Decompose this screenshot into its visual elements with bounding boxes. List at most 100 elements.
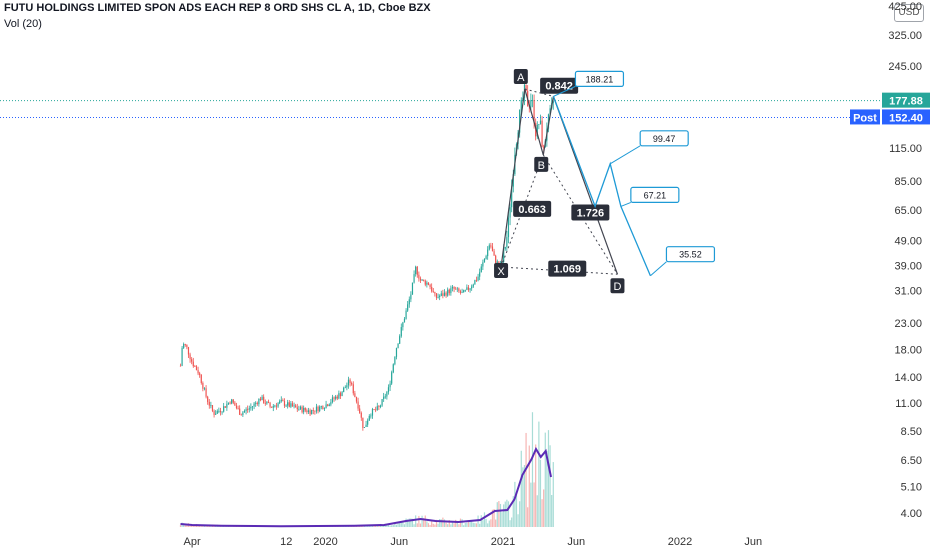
- volume-bar: [367, 526, 369, 527]
- candle-body: [397, 343, 399, 349]
- y-tick-label: 8.50: [901, 426, 922, 438]
- candle-body: [235, 405, 238, 409]
- candle-body: [194, 366, 196, 367]
- candle-body: [387, 387, 390, 393]
- candle-body: [480, 266, 482, 273]
- candle-body: [210, 405, 212, 406]
- price-tag-value: 152.40: [889, 112, 923, 124]
- currency-badge[interactable]: USD: [894, 4, 924, 22]
- candle-body: [483, 258, 486, 263]
- candle-body: [463, 290, 465, 293]
- candle-body: [282, 399, 284, 402]
- y-tick-label: 425.00: [888, 1, 922, 13]
- candle-body: [394, 356, 396, 365]
- y-tick-label: 11.00: [895, 398, 922, 410]
- candle-body: [199, 373, 201, 375]
- candle-body: [531, 100, 534, 101]
- pattern-point-a-label: A: [517, 72, 525, 84]
- candle-body: [391, 372, 393, 384]
- candle-body: [525, 84, 527, 91]
- candle-body: [202, 382, 204, 389]
- volume-bar: [447, 524, 449, 527]
- volume-indicator-label[interactable]: Vol (20): [4, 18, 42, 30]
- candle-body: [431, 286, 433, 292]
- y-tick-label: 23.00: [894, 318, 922, 330]
- volume-bar: [543, 489, 545, 527]
- volume-bar: [376, 526, 378, 527]
- volume-bar: [547, 430, 550, 527]
- candle-body: [503, 248, 505, 262]
- candle-body: [293, 405, 295, 407]
- candle-body: [323, 408, 326, 410]
- candle-body: [365, 424, 367, 427]
- candle-body: [435, 293, 438, 298]
- candle-body: [232, 399, 234, 403]
- price-tag-label-box: [850, 109, 880, 125]
- candle-body: [423, 279, 425, 281]
- y-tick-label: 49.00: [894, 236, 922, 248]
- price-tag-label: Post: [853, 112, 877, 124]
- candle-body: [215, 413, 217, 415]
- candle-body: [330, 402, 332, 405]
- candle-body: [493, 251, 495, 256]
- volume-bar: [549, 445, 551, 527]
- volume-bar: [411, 518, 414, 527]
- candle-body: [226, 403, 228, 408]
- volume-bar: [509, 520, 511, 527]
- y-tick-label: 85.00: [894, 176, 922, 188]
- candle-body: [491, 246, 494, 252]
- candle-body: [467, 287, 470, 290]
- ratio-label: 1.726: [577, 208, 605, 220]
- volume-bar: [498, 501, 500, 527]
- candle-body: [312, 410, 314, 411]
- volume-bar: [192, 525, 194, 527]
- volume-bar: [189, 525, 191, 527]
- candle-body: [469, 288, 471, 290]
- volume-bar: [400, 521, 402, 527]
- candle-body: [271, 406, 273, 408]
- candle-body: [239, 408, 241, 415]
- candle-body: [264, 402, 266, 404]
- candle-body: [224, 406, 226, 408]
- candle-body: [466, 287, 468, 290]
- y-tick-label: 325.00: [888, 30, 922, 42]
- candle-body: [429, 284, 431, 287]
- candle-body: [203, 388, 206, 390]
- volume-bar: [389, 525, 391, 527]
- x-tick-label: Jun: [390, 536, 408, 548]
- candle-body: [370, 415, 372, 417]
- candle-body: [298, 409, 300, 410]
- candle-body: [359, 408, 361, 413]
- volume-bar: [424, 515, 426, 527]
- volume-bar: [405, 518, 407, 527]
- ratio-label-box: [571, 204, 610, 221]
- price-tag-box: [882, 92, 930, 108]
- candle-body: [336, 396, 338, 399]
- candle-body: [179, 365, 182, 367]
- candle-body: [434, 292, 436, 294]
- candle-body: [506, 237, 508, 247]
- candle-body: [189, 354, 191, 360]
- candle-body: [184, 344, 186, 345]
- candle-body: [472, 284, 474, 287]
- candle-body: [445, 292, 447, 296]
- candle-body: [192, 361, 194, 367]
- volume-bar: [179, 525, 182, 527]
- volume-bar: [472, 522, 474, 527]
- y-tick-label: 18.00: [894, 345, 922, 357]
- volume-bar: [360, 526, 362, 527]
- volume-bar: [527, 507, 529, 527]
- candle-body: [266, 401, 268, 404]
- candle-body: [552, 101, 554, 104]
- candle-body: [511, 186, 513, 208]
- pattern-point-x-box: [494, 262, 509, 278]
- candle-body: [349, 379, 351, 384]
- volume-bar: [539, 459, 542, 527]
- volume-bar: [482, 520, 484, 527]
- candle-body: [408, 299, 410, 305]
- ratio-label: 1.069: [553, 264, 581, 276]
- volume-bar: [207, 526, 209, 527]
- candle-body: [261, 396, 263, 401]
- volume-bar: [408, 518, 410, 527]
